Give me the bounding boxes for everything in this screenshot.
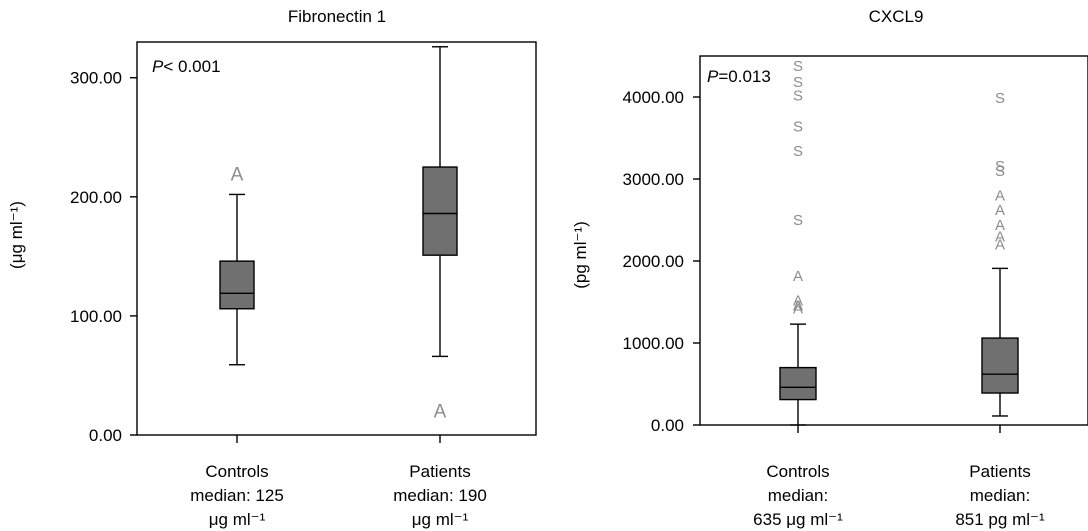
- x-category-label-line: median: 125: [190, 486, 284, 505]
- fibronectin-panel: Fibronectin 1 (μg ml⁻¹) 0.00 100.00 200.00 30…: [7, 7, 537, 529]
- y-tick-label: 300.00: [70, 69, 122, 88]
- outlier-marker: A: [995, 228, 1005, 245]
- x-category-label-line: median: 190: [393, 486, 487, 505]
- y-tick-label: 100.00: [70, 307, 122, 326]
- outlier-marker: S: [995, 158, 1005, 175]
- outlier-marker: A: [793, 268, 803, 285]
- x-category-label-line: median:: [768, 486, 828, 505]
- y-tick-label: 200.00: [70, 188, 122, 207]
- outlier-marker: A: [231, 164, 244, 185]
- outlier-marker: S: [793, 119, 803, 136]
- outlier-marker: S: [995, 90, 1005, 107]
- y-tick-label: 0.00: [651, 416, 684, 435]
- x-category-label-line: 635 μg ml⁻¹: [753, 510, 843, 529]
- outlier-marker: A: [995, 187, 1005, 204]
- y-tick-label: 3000.00: [623, 170, 684, 189]
- x-category-label-line: Patients: [969, 462, 1030, 481]
- x-category-label-line: μg ml⁻¹: [412, 510, 469, 529]
- p-value-label: P< 0.001: [152, 57, 221, 76]
- outlier-marker: S: [995, 163, 1005, 180]
- p-value-text: =0.013: [718, 67, 770, 86]
- outlier-marker: A: [793, 297, 803, 314]
- x-category-label-line: Controls: [205, 462, 268, 481]
- x-category-label-line: μg ml⁻¹: [209, 510, 266, 529]
- outlier-marker: A: [793, 301, 803, 318]
- y-tick-label: 1000.00: [623, 334, 684, 353]
- iqr-box: [219, 260, 255, 310]
- outlier-marker: A: [793, 292, 803, 309]
- iqr-box: [779, 366, 817, 401]
- x-category-label-line: median:: [970, 486, 1030, 505]
- outlier-marker: S: [793, 87, 803, 104]
- y-axis-label: (pg ml⁻¹): [571, 221, 590, 289]
- plot-frame: [699, 55, 1088, 426]
- y-tick-label: 4000.00: [623, 88, 684, 107]
- plot-frame: [136, 41, 537, 436]
- outlier-marker: A: [434, 401, 447, 422]
- iqr-box: [981, 337, 1019, 394]
- cxcl9-panel: CXCL9 (pg ml⁻¹) 0.00 1000.00 2000.00 3000.00 4…: [571, 7, 1088, 529]
- p-value-label: P=0.013: [707, 67, 771, 86]
- outlier-marker: S: [793, 212, 803, 229]
- iqr-box: [422, 166, 458, 256]
- p-value-prefix: P: [152, 57, 164, 76]
- outlier-marker: S: [793, 143, 803, 160]
- x-category-label-line: 851 pg ml⁻¹: [955, 510, 1045, 529]
- outlier-marker: S: [793, 58, 803, 75]
- y-tick-label: 0.00: [89, 426, 122, 445]
- chart-title: Fibronectin 1: [288, 7, 386, 26]
- chart-title: CXCL9: [869, 7, 924, 26]
- outlier-marker: A: [995, 237, 1005, 254]
- outlier-marker: A: [995, 217, 1005, 234]
- p-value-text: < 0.001: [163, 57, 220, 76]
- x-category-label-line: Patients: [409, 462, 470, 481]
- y-tick-label: 2000.00: [623, 252, 684, 271]
- p-value-prefix: P: [707, 67, 719, 86]
- outlier-marker: A: [995, 202, 1005, 219]
- y-axis-label: (μg ml⁻¹): [7, 201, 26, 269]
- outlier-marker: S: [793, 74, 803, 91]
- x-category-label-line: Controls: [766, 462, 829, 481]
